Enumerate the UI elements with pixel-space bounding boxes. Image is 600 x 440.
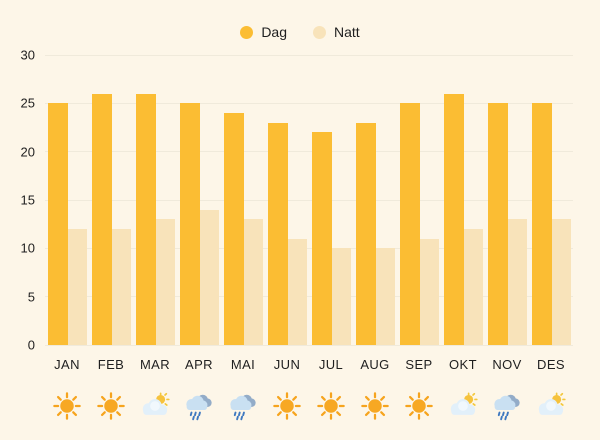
natt-legend-label: Natt (334, 24, 360, 40)
y-tick-label-20: 20 (20, 144, 35, 160)
month-label-mai: MAI (230, 357, 256, 372)
gridline-0 (45, 344, 573, 346)
dag-bar-jan[interactable] (47, 103, 68, 345)
y-tick-label-30: 30 (20, 47, 35, 63)
month-label-apr: APR (185, 357, 213, 372)
bar-group-des (529, 55, 573, 345)
natt-bar-jan[interactable] (67, 229, 87, 345)
natt-bar-apr[interactable] (199, 209, 219, 345)
natt-bar-jun[interactable] (287, 238, 307, 345)
bar-group-okt (441, 55, 485, 345)
bar-group-mai (221, 55, 265, 345)
dag-bar-mai[interactable] (223, 113, 244, 345)
gridline-25 (45, 102, 573, 104)
sun-behind-cloud-icon (133, 391, 177, 421)
y-tick-label-5: 5 (27, 289, 35, 305)
gridline-15 (45, 199, 573, 201)
legend-item-dag[interactable]: Dag (240, 24, 287, 40)
sun-icon (353, 391, 397, 421)
rain-cloud-icon (221, 391, 265, 421)
bar-group-jun (265, 55, 309, 345)
y-tick-label-0: 0 (27, 337, 35, 353)
natt-bar-sep[interactable] (419, 238, 439, 345)
natt-bar-mai[interactable] (243, 219, 263, 345)
y-axis: 0 5 10 15 20 25 30 (0, 49, 38, 352)
bar-group-sep (397, 55, 441, 345)
month-label-aug: AUG (360, 357, 390, 372)
dag-bar-jun[interactable] (267, 122, 288, 345)
month-label-jul: JUL (318, 357, 344, 372)
bars-container (45, 55, 573, 345)
gridline-30 (45, 54, 573, 56)
month-label-jan: JAN (54, 357, 80, 372)
sun-behind-cloud-icon (529, 391, 573, 421)
legend-item-natt[interactable]: Natt (313, 24, 360, 40)
dag-bar-sep[interactable] (399, 103, 420, 345)
dag-bar-okt[interactable] (443, 93, 464, 345)
bar-group-aug (353, 55, 397, 345)
natt-bar-okt[interactable] (463, 229, 483, 345)
dag-legend-label: Dag (261, 24, 287, 40)
month-label-mar: MAR (139, 357, 171, 372)
bar-group-mar (133, 55, 177, 345)
dag-bar-jul[interactable] (311, 132, 332, 345)
month-label-okt: OKT (449, 357, 477, 372)
x-axis-month-labels: JAN FEB MAR APR MAI JUN JUL AUG SEP OKT NOV DES (45, 357, 573, 372)
dag-bar-feb[interactable] (91, 93, 112, 345)
gridline-20 (45, 151, 573, 153)
plot-area (45, 54, 573, 346)
dag-bar-aug[interactable] (355, 122, 376, 345)
sun-icon (309, 391, 353, 421)
month-label-sep: SEP (405, 357, 433, 372)
bar-group-nov (485, 55, 529, 345)
dag-bar-nov[interactable] (487, 103, 508, 345)
bar-group-jul (309, 55, 353, 345)
weather-icons-row (45, 391, 573, 421)
month-label-des: DES (537, 357, 565, 372)
sun-icon (397, 391, 441, 421)
natt-bar-mar[interactable] (155, 219, 175, 345)
bar-group-jan (45, 55, 89, 345)
month-label-feb: FEB (97, 357, 125, 372)
natt-bar-aug[interactable] (375, 248, 395, 345)
month-label-nov: NOV (492, 357, 522, 372)
chart-legend: Dag Natt (0, 24, 600, 40)
natt-bar-feb[interactable] (111, 229, 131, 345)
sun-behind-cloud-icon (441, 391, 485, 421)
y-tick-label-15: 15 (20, 192, 35, 208)
sun-icon (45, 391, 89, 421)
rain-cloud-icon (177, 391, 221, 421)
dag-bar-mar[interactable] (135, 93, 156, 345)
natt-bar-jul[interactable] (331, 248, 351, 345)
y-tick-label-10: 10 (20, 240, 35, 256)
gridline-5 (45, 296, 573, 298)
bar-group-feb (89, 55, 133, 345)
rain-cloud-icon (485, 391, 529, 421)
natt-bar-des[interactable] (551, 219, 571, 345)
dag-bar-des[interactable] (531, 103, 552, 345)
gridline-10 (45, 247, 573, 249)
sun-icon (265, 391, 309, 421)
bar-group-apr (177, 55, 221, 345)
dag-legend-dot-icon (240, 25, 254, 39)
natt-legend-dot-icon (313, 25, 326, 39)
y-tick-label-25: 25 (20, 95, 35, 111)
sun-icon (89, 391, 133, 421)
month-label-jun: JUN (273, 357, 301, 372)
dag-bar-apr[interactable] (179, 103, 200, 345)
natt-bar-nov[interactable] (507, 219, 527, 345)
